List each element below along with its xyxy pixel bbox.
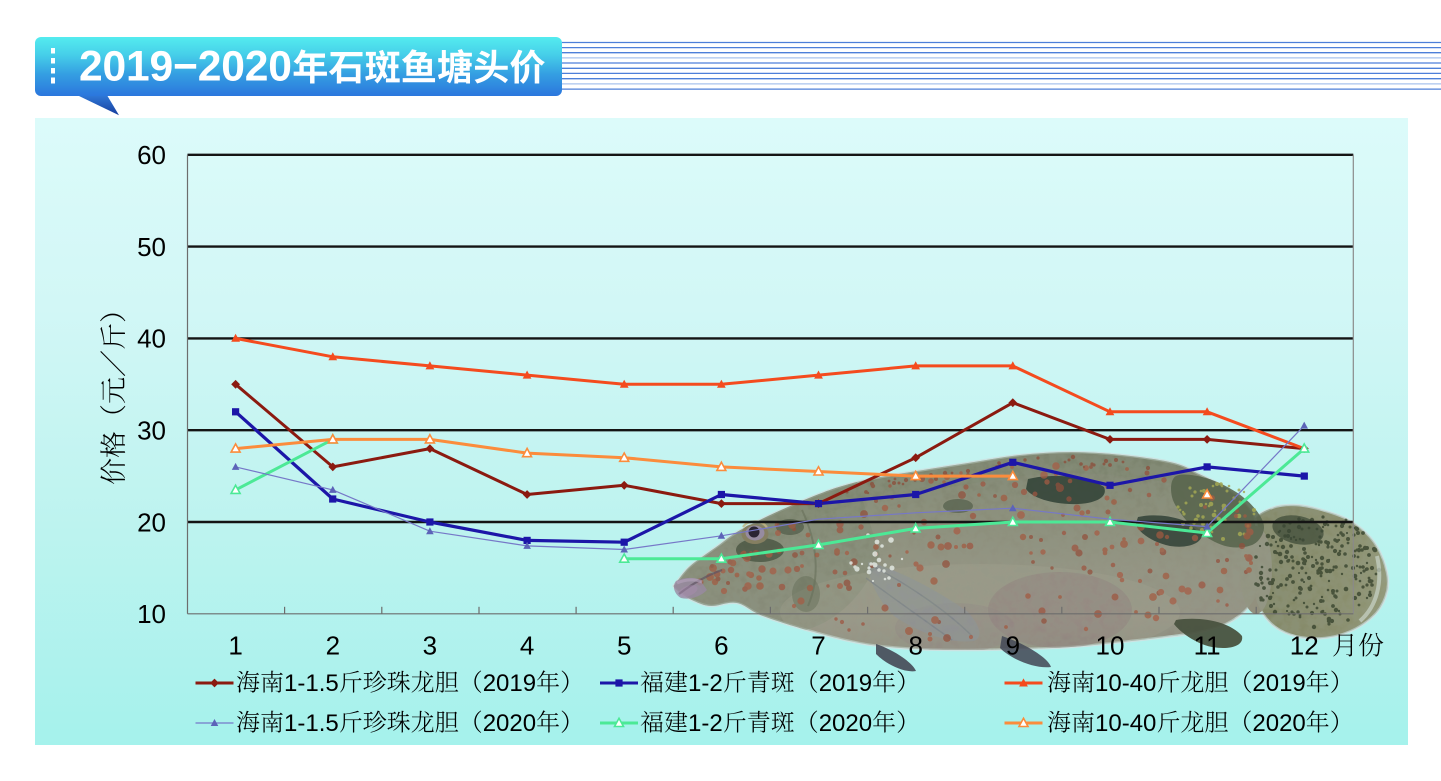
svg-text:1-2: 1-2 [688, 670, 723, 697]
svg-text:50: 50 [137, 232, 166, 262]
svg-text:10-40: 10-40 [1095, 670, 1156, 697]
svg-text:20: 20 [137, 507, 166, 537]
svg-text:40: 40 [137, 324, 166, 354]
svg-text:7: 7 [811, 631, 825, 661]
svg-text:1-1.5: 1-1.5 [284, 710, 339, 737]
svg-text:4: 4 [520, 631, 534, 661]
svg-text:10-40: 10-40 [1095, 710, 1156, 737]
svg-text:30: 30 [137, 416, 166, 446]
svg-text:5: 5 [617, 631, 631, 661]
svg-text:2019: 2019 [483, 670, 536, 697]
svg-text:2019: 2019 [1252, 670, 1305, 697]
svg-text:2: 2 [326, 631, 340, 661]
svg-text:6: 6 [714, 631, 728, 661]
svg-text:2019: 2019 [819, 670, 872, 697]
svg-text:2020: 2020 [1252, 710, 1305, 737]
svg-text:1: 1 [228, 631, 242, 661]
svg-text:60: 60 [137, 140, 166, 170]
svg-text:10: 10 [137, 599, 166, 629]
svg-text:2020: 2020 [483, 710, 536, 737]
svg-text:11: 11 [1194, 631, 1221, 661]
svg-text:2019−2020: 2019−2020 [79, 42, 292, 90]
svg-text:9: 9 [1006, 631, 1020, 661]
svg-text:1-2: 1-2 [688, 710, 723, 737]
svg-text:1-1.5: 1-1.5 [284, 670, 339, 697]
svg-text:8: 8 [908, 631, 922, 661]
svg-text:12: 12 [1290, 631, 1319, 661]
svg-text:10: 10 [1096, 631, 1125, 661]
svg-text:2020: 2020 [819, 710, 872, 737]
svg-text:3: 3 [423, 631, 437, 661]
